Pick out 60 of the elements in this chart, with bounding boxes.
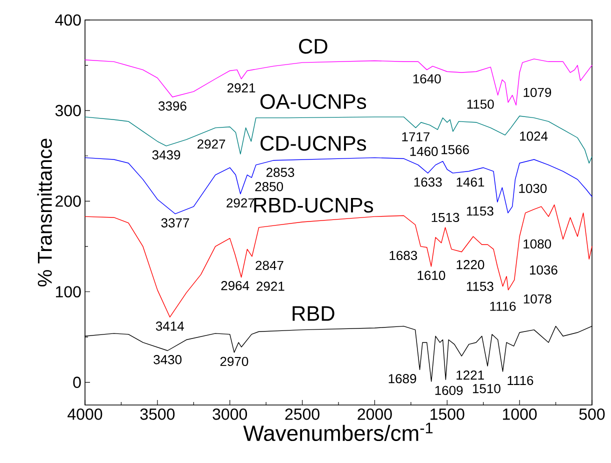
annotation: 2847 bbox=[256, 260, 284, 270]
annotation: 3414 bbox=[156, 322, 184, 331]
x-tick-label: 1000 bbox=[502, 408, 537, 420]
series-label: RBD-UCNPs bbox=[254, 198, 374, 213]
annotation: 1036 bbox=[530, 265, 558, 275]
annotation: 1116 bbox=[490, 302, 516, 311]
annotation: 1513 bbox=[432, 212, 460, 222]
annotation: 1610 bbox=[418, 270, 446, 280]
x-tick-label: 2000 bbox=[358, 408, 392, 420]
annotation: 1078 bbox=[524, 294, 552, 304]
annotation: 2853 bbox=[266, 168, 294, 177]
annotation: 1633 bbox=[414, 177, 442, 187]
y-tick-label: 100 bbox=[56, 286, 81, 298]
annotation: 1153 bbox=[466, 206, 494, 216]
annotation: 1079 bbox=[524, 88, 552, 98]
annotation: 1683 bbox=[390, 250, 418, 260]
x-tick-label: 3000 bbox=[212, 408, 248, 420]
y-tick-label: 200 bbox=[56, 196, 81, 207]
y-tick-label: 0 bbox=[73, 376, 81, 388]
annotation: 2921 bbox=[256, 282, 284, 291]
x-tick-label: 2500 bbox=[285, 408, 320, 420]
x-tick-label: 3500 bbox=[140, 408, 175, 420]
annotation: 1510 bbox=[472, 384, 500, 394]
annotation: 1461 bbox=[456, 177, 484, 187]
annotation: 3396 bbox=[158, 101, 186, 111]
line-series bbox=[84, 116, 592, 164]
annotation: 2964 bbox=[221, 281, 250, 290]
annotation: 1609 bbox=[435, 386, 463, 396]
annotation: 2970 bbox=[220, 356, 248, 366]
annotation: 1116 bbox=[508, 376, 534, 386]
annotation: 1717 bbox=[402, 132, 430, 142]
x-tick-label: 500 bbox=[579, 408, 605, 420]
x-tick-label: 4000 bbox=[68, 408, 102, 420]
y-axis-title: % Transmittance bbox=[37, 138, 52, 286]
series-label: CD bbox=[299, 38, 328, 54]
annotation: 2927 bbox=[226, 198, 254, 208]
annotation: 1153 bbox=[466, 282, 494, 291]
x-axis-title: Wavenumbers/cm$^{-1}$ bbox=[243, 422, 433, 442]
annotation: 1080 bbox=[524, 239, 552, 249]
annotation: 2921 bbox=[227, 83, 256, 92]
annotation: 1640 bbox=[413, 74, 441, 84]
annotation: 1221 bbox=[456, 370, 484, 380]
annotation: 2850 bbox=[255, 182, 284, 192]
annotation: 1566 bbox=[442, 144, 469, 154]
x-tick-label: 1500 bbox=[430, 408, 464, 420]
series-label: OA-UCNPs bbox=[260, 94, 366, 109]
annotation: 3377 bbox=[161, 218, 190, 228]
annotation: 3439 bbox=[152, 150, 180, 160]
series-label: CD-UCNPs bbox=[260, 136, 366, 151]
annotation: 1030 bbox=[519, 184, 547, 194]
annotation: 1150 bbox=[467, 100, 494, 109]
annotation: 1220 bbox=[456, 260, 484, 270]
annotation: 1689 bbox=[388, 374, 416, 384]
series-label: RBD bbox=[292, 306, 334, 321]
annotation: 1460 bbox=[410, 146, 438, 156]
y-tick-label: 300 bbox=[55, 104, 81, 116]
annotation: 2927 bbox=[198, 139, 226, 149]
annotation: 1024 bbox=[520, 132, 548, 141]
y-tick-label: 400 bbox=[55, 14, 81, 26]
annotation: 3430 bbox=[154, 355, 182, 364]
